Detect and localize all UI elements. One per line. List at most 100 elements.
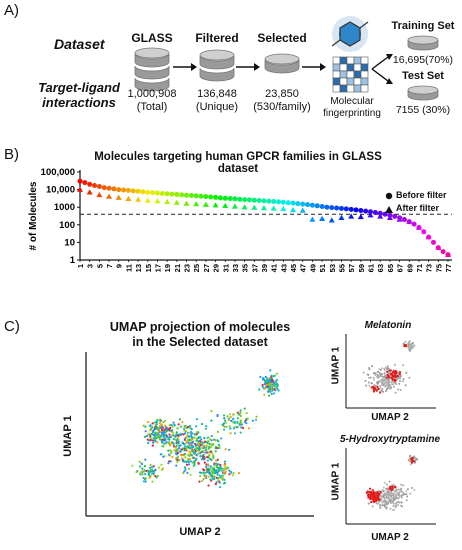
umap-point xyxy=(179,444,182,447)
umap-point xyxy=(151,422,154,425)
inset-point-gray xyxy=(373,384,376,387)
umap-point xyxy=(208,453,211,456)
inset1-ylabel: UMAP 1 xyxy=(330,346,342,385)
before-filter-point xyxy=(276,199,282,205)
umap-point xyxy=(152,471,155,474)
inset-point-gray xyxy=(388,386,391,389)
inset-point-gray xyxy=(402,484,405,487)
umap-point xyxy=(184,456,187,459)
after-filter-point xyxy=(377,213,384,219)
umap-point xyxy=(211,470,214,473)
after-filter-point xyxy=(425,234,432,240)
inset-point-gray xyxy=(386,378,389,381)
umap-point xyxy=(147,420,150,424)
selected-database-icon xyxy=(264,53,300,74)
inset-point-gray xyxy=(373,372,375,374)
umap-point xyxy=(179,432,183,435)
before-filter-point xyxy=(121,187,127,193)
umap-point xyxy=(195,431,198,434)
umap-point xyxy=(237,472,241,475)
umap-point xyxy=(187,426,190,429)
before-filter-point xyxy=(208,194,214,200)
inset-point-gray xyxy=(386,367,389,370)
inset-point-gray xyxy=(404,384,407,387)
inset-point-gray xyxy=(413,489,416,492)
umap-point xyxy=(261,383,264,387)
umap-point xyxy=(138,465,142,468)
umap-point xyxy=(245,417,248,421)
x-tick-label: 13 xyxy=(134,264,143,272)
legend-before-filter: Before filter xyxy=(396,190,447,200)
umap-point xyxy=(156,434,160,437)
inset1-title: Melatonin xyxy=(364,320,412,331)
filtered-title: Filtered xyxy=(195,31,239,45)
inset-point-red xyxy=(379,490,382,493)
before-filter-point xyxy=(169,191,175,197)
inset-point-gray xyxy=(413,344,416,347)
umap-point xyxy=(200,458,203,461)
before-filter-point xyxy=(111,186,117,192)
before-filter-point xyxy=(246,197,252,203)
after-filter-point xyxy=(386,214,393,220)
inset-point-red xyxy=(377,492,380,496)
umap-point xyxy=(182,471,185,475)
umap-point xyxy=(149,468,153,471)
inset-point-gray xyxy=(398,382,401,385)
inset-point-gray xyxy=(399,380,401,383)
umap-point xyxy=(228,425,231,428)
umap-point xyxy=(181,458,184,462)
inset-point-gray xyxy=(400,504,403,507)
before-filter-point xyxy=(290,200,296,206)
umap-point xyxy=(170,423,173,426)
umap-point xyxy=(187,463,190,466)
umap-point xyxy=(139,472,142,475)
before-filter-point xyxy=(295,201,301,207)
umap-point xyxy=(245,422,248,425)
umap-point xyxy=(183,438,187,441)
umap-point xyxy=(206,470,209,473)
inset-point-gray xyxy=(386,501,389,504)
umap-point xyxy=(228,473,231,476)
inset-point-gray xyxy=(386,490,389,493)
inset-point-gray xyxy=(400,483,403,486)
inset-point-red xyxy=(395,370,398,373)
umap-point xyxy=(160,463,163,466)
inset-point-gray xyxy=(384,504,387,507)
inset-point-gray xyxy=(381,504,384,507)
inset-point-gray xyxy=(411,346,414,349)
umap-point xyxy=(203,469,206,472)
dataset-label: Dataset xyxy=(54,36,105,52)
umap-point xyxy=(240,426,243,429)
inset-point-gray xyxy=(405,493,408,496)
umap-point xyxy=(165,428,168,431)
umap-point xyxy=(200,422,204,426)
after-filter-point xyxy=(270,205,277,211)
umap-point xyxy=(264,381,267,384)
umap-point xyxy=(169,444,172,447)
umap-point xyxy=(188,446,191,449)
inset-point-gray xyxy=(397,504,399,506)
inset-point-gray xyxy=(395,506,398,509)
umap-point xyxy=(143,464,146,468)
inset-point-red xyxy=(372,495,375,498)
umap-point xyxy=(207,441,210,444)
y-tick-labels: 1 10 100 1000 10,000 100,000 xyxy=(41,167,80,266)
umap-point xyxy=(276,387,279,390)
inset-point-red xyxy=(388,376,391,379)
umap-point xyxy=(225,468,228,471)
umap-point xyxy=(151,444,154,447)
umap-point xyxy=(184,468,187,471)
before-filter-point xyxy=(266,198,272,204)
fingerprint-label: Molecular fingerprinting xyxy=(316,96,388,120)
after-filter-point xyxy=(241,204,248,210)
inset-point-gray xyxy=(402,378,405,380)
x-tick-label: 3 xyxy=(86,264,95,268)
umap-point xyxy=(232,418,235,421)
after-filter-point xyxy=(154,198,161,204)
umap-point xyxy=(176,441,179,444)
umap-point xyxy=(270,392,273,395)
umap-point xyxy=(239,414,242,418)
inset-point-gray xyxy=(376,373,379,376)
umap-point xyxy=(213,438,216,441)
test-set-counts: 7155 (30%) xyxy=(384,104,462,116)
